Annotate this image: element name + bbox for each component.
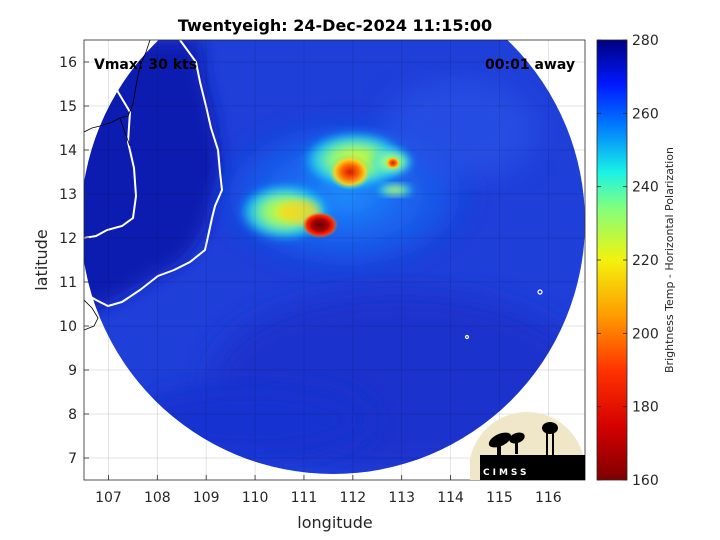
- y-tick-label: 16: [59, 55, 77, 71]
- y-tick-label: 10: [59, 319, 77, 335]
- cell-east: [385, 156, 401, 170]
- y-tick-label: 14: [59, 143, 77, 159]
- logo-dish-2: [509, 432, 525, 444]
- y-tick-label: 15: [59, 99, 77, 115]
- vmax-annotation: Vmax: 30 kts: [94, 57, 197, 73]
- colorbar-tick-label: 180: [632, 400, 659, 416]
- x-tick-label: 110: [242, 490, 269, 506]
- axes-frame: [83, 39, 586, 481]
- time-away-annotation: 00:01 away: [485, 57, 575, 73]
- logo-base: [480, 455, 585, 480]
- cell-north: [328, 154, 372, 190]
- colorbar-tick-label: 240: [632, 180, 659, 196]
- x-tick-label: 111: [291, 490, 318, 506]
- x-axis-label: longitude: [297, 513, 372, 532]
- chart-title: Twentyeigh: 24-Dec-2024 11:15:00: [178, 16, 492, 35]
- y-tick-label: 7: [68, 451, 77, 467]
- deep-core: [302, 212, 338, 238]
- y-axis-label: latitude: [32, 229, 51, 290]
- convection-tail: [375, 183, 415, 197]
- island-2: [464, 334, 470, 340]
- y-tick-label: 13: [59, 187, 77, 203]
- y-tick-label: 11: [59, 275, 77, 291]
- colorbar-tick-labels: 160 180 200 220 240 260 280: [597, 33, 659, 489]
- x-tick-label: 114: [437, 490, 464, 506]
- x-tick-label: 108: [144, 490, 171, 506]
- colorbar-tick-label: 200: [632, 326, 659, 342]
- logo-dish-1-post: [497, 442, 501, 456]
- colorbar-tick-label: 160: [632, 473, 659, 489]
- y-tick-label: 12: [59, 231, 77, 247]
- logo-tower-leg-1: [546, 433, 548, 455]
- land-border-2: [119, 117, 131, 147]
- island-1: [537, 289, 543, 295]
- y-tick-label: 9: [68, 363, 77, 379]
- colorbar-label: Brightness Temp - Horizontal Polarizatio…: [663, 147, 676, 373]
- x-tick-label: 116: [535, 490, 562, 506]
- logo-text: CIMSS: [483, 468, 529, 478]
- coastline-vietnam: [85, 40, 224, 308]
- land-border: [84, 40, 151, 133]
- x-tick-label: 107: [95, 490, 122, 506]
- colorbar-tick-label: 220: [632, 253, 659, 269]
- colorbar-tick-label: 280: [632, 33, 659, 49]
- x-tick-labels: 107 108 109 110 111 112 113 114 115 116: [95, 490, 562, 506]
- y-tick-label: 8: [68, 407, 77, 423]
- northeast-patch: [380, 80, 540, 180]
- logo-tower-tank: [542, 422, 558, 434]
- x-tick-label: 112: [339, 490, 366, 506]
- y-tick-labels: 7 8 9 10 11 12 13 14 15 16: [59, 55, 77, 467]
- coastline-gulf: [84, 40, 138, 239]
- logo-tower-leg-2: [552, 433, 554, 455]
- colorbar-tick-label: 260: [632, 106, 659, 122]
- x-tick-label: 113: [388, 490, 415, 506]
- logo-dish-2-post: [515, 440, 518, 454]
- colorbar: [597, 40, 627, 480]
- x-tick-label: 115: [486, 490, 513, 506]
- land-border-3: [84, 299, 99, 331]
- swath-group: [84, 40, 585, 474]
- x-tick-label: 109: [193, 490, 220, 506]
- logo-dish-1: [488, 432, 512, 448]
- cimss-logo: CIMSS: [470, 412, 585, 480]
